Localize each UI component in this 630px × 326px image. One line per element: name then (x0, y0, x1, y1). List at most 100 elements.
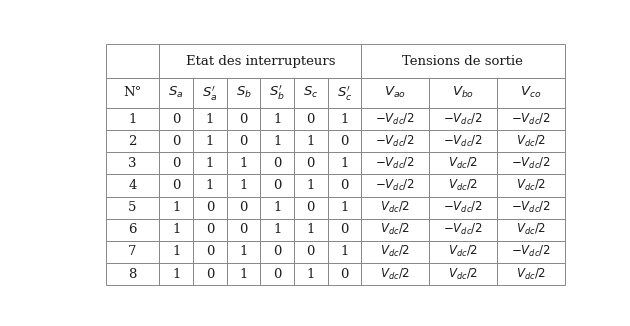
Bar (159, 219, 193, 241)
Text: $-V_{dc}/2$: $-V_{dc}/2$ (511, 244, 551, 259)
Text: 6: 6 (129, 223, 137, 236)
Text: 1: 1 (239, 268, 248, 281)
Text: $-V_{dc}/2$: $-V_{dc}/2$ (375, 178, 415, 193)
Text: 1: 1 (273, 223, 282, 236)
Bar (227, 241, 260, 263)
Text: 1: 1 (239, 157, 248, 170)
Text: Tensions de sortie: Tensions de sortie (403, 54, 524, 67)
Bar (429, 219, 497, 241)
Text: 0: 0 (307, 157, 315, 170)
Bar (497, 174, 564, 197)
Text: $-V_{dc}/2$: $-V_{dc}/2$ (511, 111, 551, 126)
Bar (193, 152, 227, 174)
Text: 0: 0 (273, 179, 282, 192)
Bar (361, 78, 429, 108)
Text: 0: 0 (340, 179, 348, 192)
Text: 1: 1 (340, 157, 348, 170)
Bar (328, 263, 361, 285)
Text: 1: 1 (340, 245, 348, 259)
Bar (429, 78, 497, 108)
Bar (294, 219, 328, 241)
Text: $V_{dc}/2$: $V_{dc}/2$ (515, 178, 546, 193)
Text: $S_{a}$: $S_{a}$ (168, 85, 184, 100)
Text: $V_{dc}/2$: $V_{dc}/2$ (380, 244, 410, 259)
Bar (328, 219, 361, 241)
Text: 4: 4 (129, 179, 137, 192)
Bar (361, 152, 429, 174)
Text: 1: 1 (307, 135, 315, 148)
Bar (294, 152, 328, 174)
Text: 1: 1 (172, 245, 180, 259)
Bar (497, 263, 564, 285)
Bar (159, 152, 193, 174)
Bar (159, 108, 193, 130)
Text: 0: 0 (307, 245, 315, 259)
Text: 0: 0 (172, 157, 180, 170)
Bar (294, 241, 328, 263)
Bar (361, 44, 564, 78)
Bar (260, 197, 294, 219)
Text: $V_{dc}/2$: $V_{dc}/2$ (448, 266, 478, 282)
Text: 1: 1 (307, 223, 315, 236)
Bar (193, 263, 227, 285)
Bar (429, 241, 497, 263)
Text: 0: 0 (205, 223, 214, 236)
Text: 1: 1 (307, 268, 315, 281)
Text: 1: 1 (307, 179, 315, 192)
Bar (260, 78, 294, 108)
Text: 1: 1 (172, 223, 180, 236)
Bar (159, 130, 193, 152)
Text: 1: 1 (273, 135, 282, 148)
Bar (260, 108, 294, 130)
Text: 0: 0 (273, 268, 282, 281)
Text: 1: 1 (205, 179, 214, 192)
Text: 1: 1 (172, 201, 180, 214)
Text: 1: 1 (205, 157, 214, 170)
Bar (328, 197, 361, 219)
Text: $-V_{dc}/2$: $-V_{dc}/2$ (375, 111, 415, 126)
Bar (106, 44, 159, 78)
Bar (193, 78, 227, 108)
Text: 0: 0 (307, 201, 315, 214)
Bar (106, 130, 159, 152)
Text: 0: 0 (273, 245, 282, 259)
Text: 2: 2 (129, 135, 137, 148)
Bar (260, 241, 294, 263)
Bar (159, 241, 193, 263)
Text: 0: 0 (340, 135, 348, 148)
Text: $-V_{dc}/2$: $-V_{dc}/2$ (443, 200, 483, 215)
Bar (497, 197, 564, 219)
Text: Etat des interrupteurs: Etat des interrupteurs (186, 54, 335, 67)
Bar (106, 174, 159, 197)
Text: N°: N° (123, 86, 142, 99)
Text: 1: 1 (273, 112, 282, 126)
Text: 0: 0 (239, 135, 248, 148)
Text: 8: 8 (129, 268, 137, 281)
Bar (361, 174, 429, 197)
Bar (227, 108, 260, 130)
Text: 0: 0 (239, 112, 248, 126)
Text: $-V_{dc}/2$: $-V_{dc}/2$ (443, 134, 483, 149)
Text: $V_{dc}/2$: $V_{dc}/2$ (380, 222, 410, 237)
Text: $-V_{dc}/2$: $-V_{dc}/2$ (511, 156, 551, 171)
Text: $V_{ao}$: $V_{ao}$ (384, 85, 406, 100)
Text: $S_{c}$: $S_{c}$ (303, 85, 318, 100)
Bar (294, 130, 328, 152)
Text: $V_{bo}$: $V_{bo}$ (452, 85, 474, 100)
Text: $V_{dc}/2$: $V_{dc}/2$ (448, 156, 478, 171)
Text: 0: 0 (340, 268, 348, 281)
Bar (294, 197, 328, 219)
Text: 0: 0 (172, 179, 180, 192)
Bar (193, 108, 227, 130)
Text: $V_{dc}/2$: $V_{dc}/2$ (515, 134, 546, 149)
Bar (106, 152, 159, 174)
Bar (260, 219, 294, 241)
Text: 3: 3 (129, 157, 137, 170)
Bar (497, 130, 564, 152)
Text: 1: 1 (205, 112, 214, 126)
Bar (193, 241, 227, 263)
Bar (227, 219, 260, 241)
Bar (497, 108, 564, 130)
Bar (106, 78, 159, 108)
Text: $-V_{dc}/2$: $-V_{dc}/2$ (511, 200, 551, 215)
